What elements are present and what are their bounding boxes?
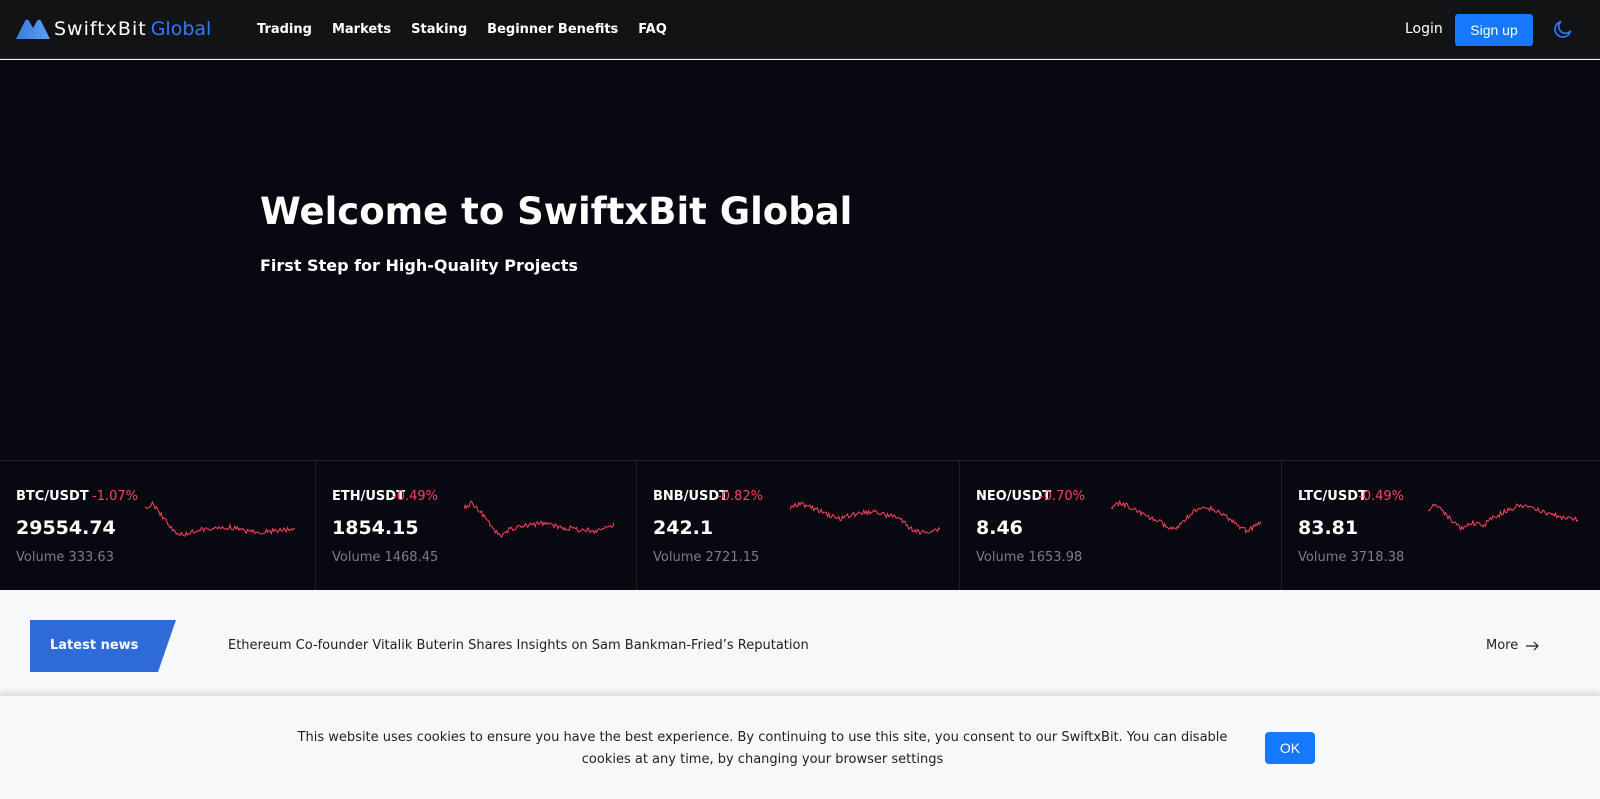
ticker-pair: BTC/USDT xyxy=(16,489,89,504)
latest-news-label: Latest news xyxy=(50,638,139,653)
brand-name-suffix: Global xyxy=(150,18,212,40)
ticker-card-btc[interactable]: BTC/USDT -1.07% 29554.74 Volume 333.63 xyxy=(0,461,316,591)
news-bar: Latest news Ethereum Co-founder Vitalik … xyxy=(0,590,1600,695)
signup-button[interactable]: Sign up xyxy=(1455,14,1533,46)
nav-item-markets[interactable]: Markets xyxy=(331,22,392,37)
ticker-pair: LTC/USDT xyxy=(1298,489,1367,504)
ticker-card-bnb[interactable]: BNB/USDT -0.82% 242.1 Volume 2721.15 xyxy=(637,461,960,591)
ticker-sparkline xyxy=(464,500,614,539)
ticker-change: -0.49% xyxy=(1358,489,1404,504)
ticker-price: 1854.15 xyxy=(332,517,419,539)
brand-name-main: SwiftxBit xyxy=(54,18,147,40)
mountain-logo-icon xyxy=(16,19,50,39)
ticker-strip: BTC/USDT -1.07% 29554.74 Volume 333.63 E… xyxy=(0,460,1600,591)
hero-subtitle: First Step for High-Quality Projects xyxy=(260,256,578,275)
news-more-label: More xyxy=(1486,638,1519,653)
news-more-link[interactable]: More xyxy=(1486,638,1540,653)
ticker-sparkline xyxy=(1111,499,1261,535)
nav-item-beginner-benefits[interactable]: Beginner Benefits xyxy=(487,22,619,37)
ticker-price: 83.81 xyxy=(1298,517,1359,539)
news-tag-shape xyxy=(30,620,176,672)
top-navbar: SwiftxBit Global Trading Markets Staking … xyxy=(0,0,1600,59)
ticker-price: 29554.74 xyxy=(16,517,116,539)
ticker-volume: Volume 1653.98 xyxy=(976,550,1083,565)
cookie-banner: This website uses cookies to ensure you … xyxy=(0,695,1600,799)
ticker-pair: NEO/USDT xyxy=(976,489,1052,504)
ticker-price: 8.46 xyxy=(976,517,1023,539)
news-headline-link[interactable]: Ethereum Co-founder Vitalik Buterin Shar… xyxy=(228,638,809,653)
moon-icon[interactable] xyxy=(1552,18,1574,40)
ticker-change: -0.70% xyxy=(1039,489,1085,504)
ticker-card-eth[interactable]: ETH/USDT -0.49% 1854.15 Volume 1468.45 xyxy=(316,461,637,591)
nav-item-staking[interactable]: Staking xyxy=(411,22,468,37)
nav-item-trading[interactable]: Trading xyxy=(257,22,312,37)
main-menu: Trading Markets Staking Beginner Benefit… xyxy=(257,0,687,59)
cookie-ok-button[interactable]: OK xyxy=(1265,732,1315,764)
ticker-volume: Volume 3718.38 xyxy=(1298,550,1405,565)
ticker-sparkline xyxy=(1428,503,1578,532)
brand-logo[interactable]: SwiftxBit Global xyxy=(16,15,211,43)
login-link[interactable]: Login xyxy=(1405,21,1443,37)
brand-name: SwiftxBit Global xyxy=(54,18,211,40)
ticker-change: -0.49% xyxy=(392,489,438,504)
ticker-card-ltc[interactable]: LTC/USDT -0.49% 83.81 Volume 3718.38 xyxy=(1282,461,1600,591)
ticker-change: -1.07% xyxy=(92,489,138,504)
ticker-pair: BNB/USDT xyxy=(653,489,729,504)
nav-item-faq[interactable]: FAQ xyxy=(638,22,667,37)
ticker-change: -0.82% xyxy=(717,489,763,504)
ticker-sparkline xyxy=(790,501,940,536)
hero-section: Welcome to SwiftxBit Global First Step f… xyxy=(0,60,1600,460)
ticker-price: 242.1 xyxy=(653,517,714,539)
ticker-sparkline xyxy=(145,500,295,537)
latest-news-tag: Latest news xyxy=(30,620,176,672)
cookie-message: This website uses cookies to ensure you … xyxy=(297,730,1228,767)
arrow-right-icon xyxy=(1526,641,1540,650)
ticker-volume: Volume 1468.45 xyxy=(332,550,439,565)
ticker-pair: ETH/USDT xyxy=(332,489,405,504)
ticker-volume: Volume 333.63 xyxy=(16,550,114,565)
hero-title: Welcome to SwiftxBit Global xyxy=(260,190,853,233)
ticker-volume: Volume 2721.15 xyxy=(653,550,760,565)
ticker-card-neo[interactable]: NEO/USDT -0.70% 8.46 Volume 1653.98 xyxy=(960,461,1282,591)
